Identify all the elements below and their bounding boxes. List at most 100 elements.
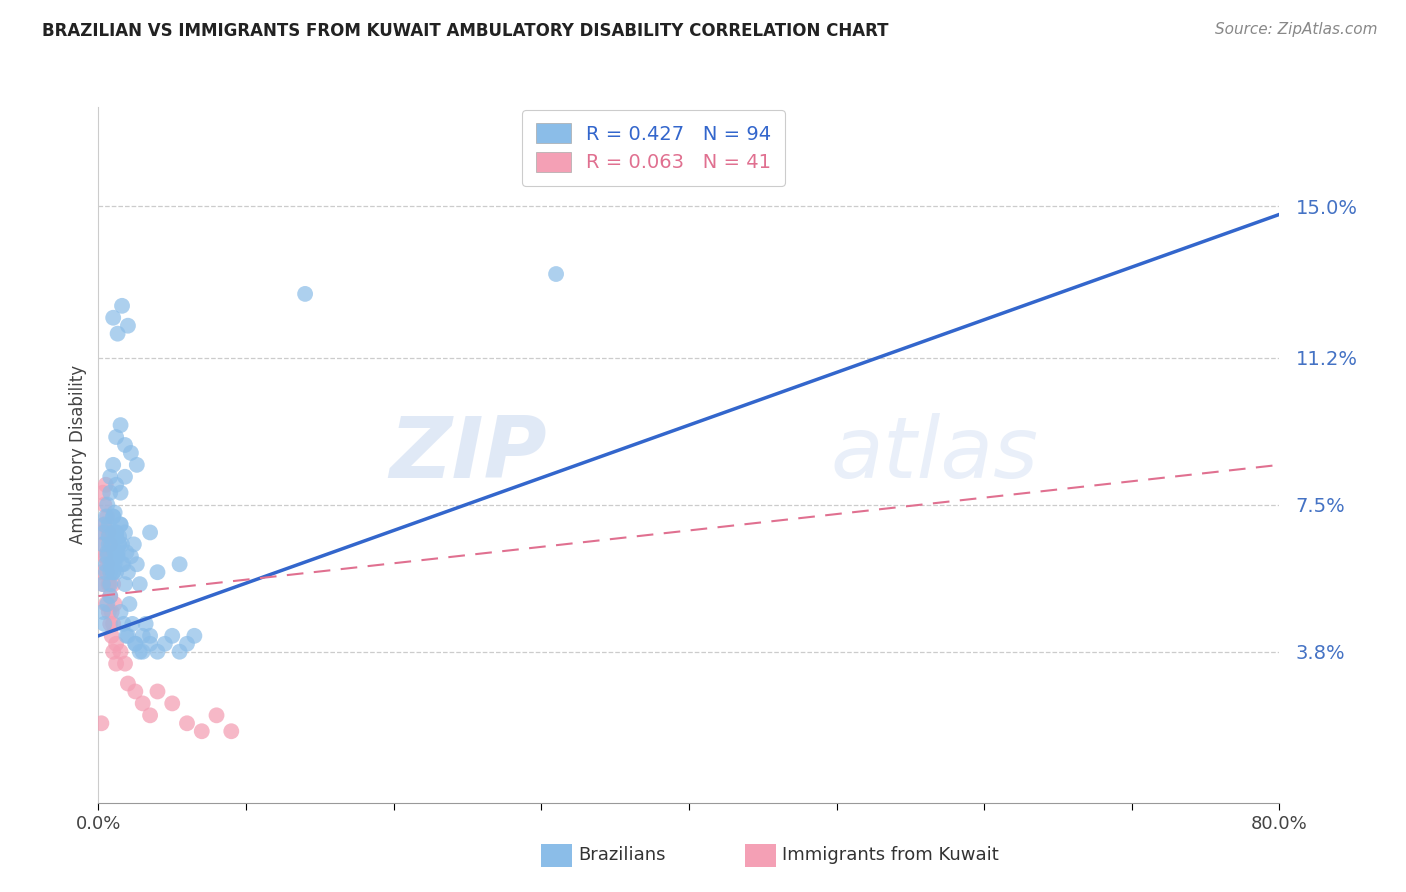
Point: [93, 525, 115, 540]
Point: [294, 286, 316, 301]
Point: [139, 629, 162, 643]
Point: [139, 708, 162, 723]
Point: [120, 549, 142, 564]
Point: [94, 477, 117, 491]
Point: [124, 637, 146, 651]
Point: [94, 509, 117, 524]
Point: [111, 299, 134, 313]
Point: [162, 697, 183, 711]
Point: [128, 577, 150, 591]
Point: [111, 558, 134, 572]
Point: [219, 724, 242, 739]
Point: [544, 267, 567, 281]
Point: [90, 525, 112, 540]
Point: [105, 657, 128, 671]
Point: [93, 616, 115, 631]
Point: [105, 477, 128, 491]
Point: [117, 565, 139, 579]
Point: [104, 506, 127, 520]
Point: [112, 558, 135, 572]
Point: [118, 597, 141, 611]
Point: [115, 629, 138, 643]
Point: [94, 558, 117, 572]
Point: [125, 558, 148, 572]
Text: Source: ZipAtlas.com: Source: ZipAtlas.com: [1215, 22, 1378, 37]
Point: [104, 597, 127, 611]
Point: [146, 645, 169, 659]
Point: [132, 629, 155, 643]
Point: [91, 577, 114, 591]
Point: [135, 616, 157, 631]
Point: [107, 549, 129, 564]
Point: [103, 525, 125, 540]
Point: [97, 529, 120, 543]
Text: ZIP: ZIP: [389, 413, 547, 497]
Point: [107, 545, 129, 559]
Point: [117, 629, 139, 643]
Point: [120, 446, 142, 460]
Point: [90, 565, 112, 579]
Point: [105, 565, 128, 579]
Point: [117, 676, 139, 690]
Point: [114, 577, 136, 591]
Point: [108, 537, 131, 551]
Point: [103, 565, 125, 579]
Point: [105, 525, 128, 540]
Text: Immigrants from Kuwait: Immigrants from Kuwait: [782, 847, 998, 864]
Point: [139, 637, 162, 651]
Text: BRAZILIAN VS IMMIGRANTS FROM KUWAIT AMBULATORY DISABILITY CORRELATION CHART: BRAZILIAN VS IMMIGRANTS FROM KUWAIT AMBU…: [42, 22, 889, 40]
Point: [93, 549, 115, 564]
Point: [96, 549, 118, 564]
Point: [169, 558, 191, 572]
Point: [91, 537, 114, 551]
Point: [94, 565, 117, 579]
Point: [93, 517, 115, 532]
Point: [125, 458, 148, 472]
Point: [94, 549, 117, 564]
Point: [110, 605, 132, 619]
Point: [110, 517, 132, 532]
Point: [98, 558, 121, 572]
Point: [96, 565, 118, 579]
Point: [91, 485, 114, 500]
Point: [104, 545, 127, 559]
Point: [100, 537, 122, 551]
Point: [162, 629, 183, 643]
Point: [98, 565, 121, 579]
Point: [97, 605, 120, 619]
Point: [97, 525, 120, 540]
Point: [93, 498, 115, 512]
Point: [100, 558, 122, 572]
Point: [91, 605, 114, 619]
Point: [98, 470, 121, 484]
Point: [104, 558, 127, 572]
Point: [108, 537, 131, 551]
Point: [110, 517, 132, 532]
Point: [91, 537, 114, 551]
Text: Brazilians: Brazilians: [578, 847, 665, 864]
Point: [132, 645, 155, 659]
Point: [96, 509, 118, 524]
Point: [146, 565, 169, 579]
Point: [105, 529, 128, 543]
Point: [124, 684, 146, 698]
Point: [93, 517, 115, 532]
Point: [103, 509, 125, 524]
Point: [96, 498, 118, 512]
Point: [128, 645, 150, 659]
Point: [191, 724, 214, 739]
Point: [94, 597, 117, 611]
Point: [103, 565, 125, 579]
Point: [103, 645, 125, 659]
Point: [100, 605, 122, 619]
Point: [176, 637, 198, 651]
Point: [169, 645, 191, 659]
Point: [100, 629, 122, 643]
Point: [121, 616, 143, 631]
Point: [98, 537, 121, 551]
Point: [114, 525, 136, 540]
Point: [146, 684, 169, 698]
Point: [117, 318, 139, 333]
Point: [105, 525, 128, 540]
Point: [115, 545, 138, 559]
